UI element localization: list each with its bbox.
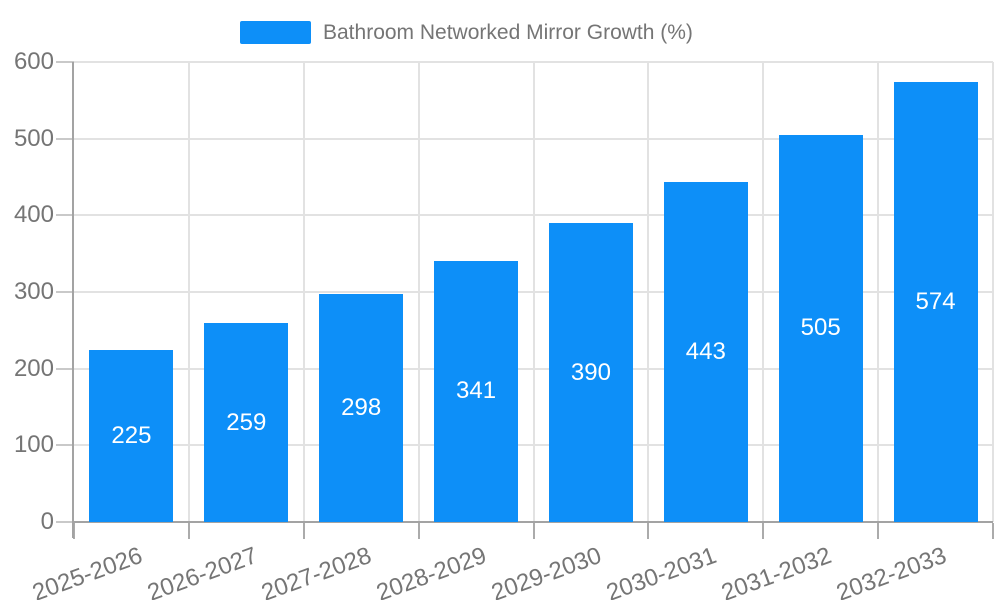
- y-tick-label: 200: [13, 354, 54, 382]
- x-axis-tick: [302, 523, 305, 539]
- y-axis-tick: [56, 521, 74, 523]
- v-gridline: [877, 62, 880, 522]
- v-gridline: [302, 62, 305, 522]
- v-gridline: [532, 62, 535, 522]
- y-axis-tick: [56, 444, 74, 447]
- v-gridline: [647, 62, 650, 522]
- x-tick-label: 2031-2032: [717, 542, 835, 600]
- bar: 574: [893, 81, 978, 522]
- y-tick-label: 400: [13, 201, 54, 229]
- x-tick-label: 2032-2033: [832, 542, 950, 600]
- y-axis-tick: [56, 367, 74, 370]
- legend-swatch: [240, 21, 311, 44]
- bar: 443: [663, 182, 748, 522]
- x-tick-label: 2025-2026: [28, 542, 146, 600]
- bar: 225: [89, 349, 174, 522]
- bar-value-label: 341: [456, 377, 497, 405]
- y-axis-tick: [56, 214, 74, 217]
- y-axis-line: [72, 62, 74, 538]
- x-axis-tick: [992, 523, 994, 539]
- y-tick-label: 100: [13, 431, 54, 459]
- x-axis-tick: [877, 523, 880, 539]
- bar-value-label: 225: [111, 421, 152, 449]
- v-gridline: [417, 62, 420, 522]
- y-tick-label: 500: [13, 124, 54, 152]
- bar: 298: [319, 293, 404, 522]
- v-gridline: [187, 62, 190, 522]
- x-axis-tick: [417, 523, 420, 539]
- legend-label: Bathroom Networked Mirror Growth (%): [323, 20, 693, 44]
- bar-value-label: 298: [341, 393, 382, 421]
- bar-value-label: 259: [226, 408, 267, 436]
- x-tick-label: 2029-2030: [488, 542, 606, 600]
- bar: 390: [548, 223, 633, 522]
- x-axis-tick: [73, 523, 75, 539]
- v-gridline: [992, 62, 994, 522]
- legend-item[interactable]: Bathroom Networked Mirror Growth (%): [240, 21, 693, 44]
- x-axis-tick: [647, 523, 650, 539]
- x-axis-tick: [762, 523, 765, 539]
- x-tick-label: 2030-2031: [602, 542, 721, 600]
- y-tick-label: 0: [40, 508, 54, 535]
- x-axis-tick: [532, 523, 535, 539]
- bar-value-label: 390: [570, 358, 611, 386]
- bar: 505: [778, 134, 863, 522]
- x-tick-label: 2026-2027: [143, 542, 261, 600]
- y-tick-label: 600: [13, 48, 54, 75]
- bar: 341: [434, 260, 519, 522]
- x-tick-label: 2028-2029: [373, 542, 491, 600]
- x-axis-line: [72, 521, 993, 523]
- bar-value-label: 574: [915, 287, 956, 315]
- bar-value-label: 443: [685, 338, 726, 366]
- bar: 259: [204, 323, 289, 522]
- v-gridline: [762, 62, 765, 522]
- bar-value-label: 505: [800, 314, 841, 342]
- x-tick-label: 2027-2028: [258, 542, 376, 600]
- y-tick-label: 300: [13, 278, 54, 305]
- y-axis-tick: [56, 61, 74, 63]
- y-axis-tick: [56, 137, 74, 140]
- x-axis-tick: [187, 523, 190, 539]
- y-axis-tick: [56, 291, 74, 293]
